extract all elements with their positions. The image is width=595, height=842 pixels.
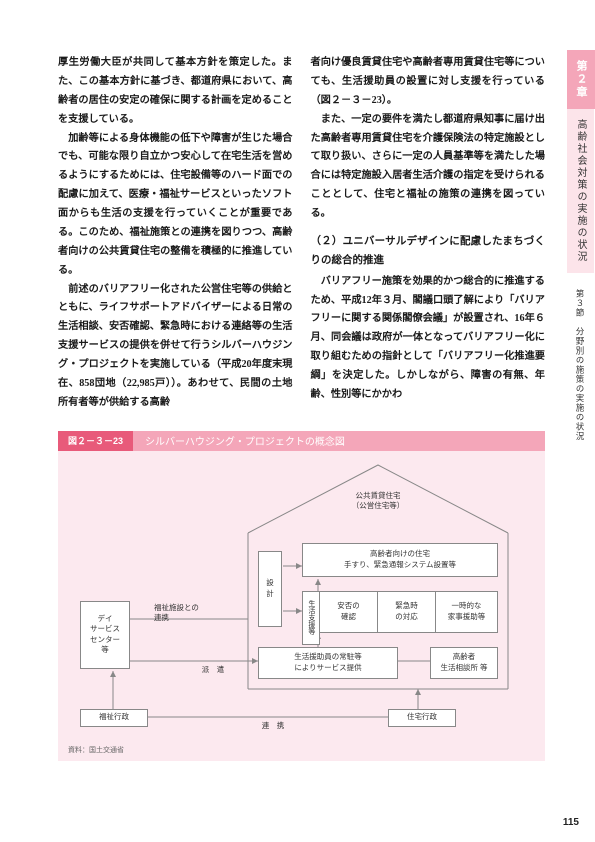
label-cooperation: 連 携 — [248, 721, 298, 732]
cell-anpi: 安否の 確認 — [320, 591, 378, 633]
subheading: （２）ユニバーサルデザインに配慮したまちづくりの総合的推進 — [311, 232, 546, 271]
page-number: 115 — [563, 817, 579, 828]
cell-housework: 一時的な 家事援助等 — [436, 591, 498, 633]
tab-section-1: 高齢社会対策の実施の状況 — [567, 109, 594, 273]
paragraph: 者向け優良賃貸住宅や高齢者専用賃貸住宅等についても、生活援助員の設置に対し支援を… — [311, 54, 546, 111]
label-welfare-link: 福祉施設との 連携 — [154, 603, 224, 624]
figure-body: 公共賃貸住宅 （公営住宅等） 高齢者向けの住宅 手すり、緊急通報システム設置等 … — [58, 451, 545, 761]
box-housing-admin: 住宅行政 — [388, 709, 456, 727]
box-design: 設 計 — [258, 551, 282, 627]
box-welfare-admin: 福祉行政 — [80, 709, 148, 727]
paragraph: バリアフリー施策を効果的かつ総合的に推進するため、平成12年３月、閣議口頭了解に… — [311, 273, 546, 405]
paragraph: また、一定の要件を満たし都道府県知事に届け出た高齢者専用賃貸住宅を介護保険法の特… — [311, 111, 546, 224]
box-staff: 生活援助員の常駐等 によりサービス提供 — [258, 647, 398, 679]
box-elderly-housing: 高齢者向けの住宅 手すり、緊急通報システム設置等 — [302, 543, 498, 577]
box-day-service: デイ サービス センター 等 — [80, 601, 130, 669]
figure-header: 図２－３－23 シルバーハウジング・プロジェクトの概念図 — [58, 431, 545, 451]
body-columns: 厚生労働大臣が共同して基本方針を策定した。また、この基本方針に基づき、都道府県に… — [58, 54, 545, 413]
figure-number: 図２－３－23 — [58, 431, 133, 451]
side-tabs: 第２章 高齢社会対策の実施の状況 第３節 分野別の施策の実施の状況 — [567, 50, 595, 451]
tab-chapter: 第２章 — [567, 50, 595, 109]
left-column: 厚生労働大臣が共同して基本方針を策定した。また、この基本方針に基づき、都道府県に… — [58, 54, 293, 413]
figure-2-3-23: 図２－３－23 シルバーハウジング・プロジェクトの概念図 — [58, 431, 545, 761]
paragraph: 前述のバリアフリー化された公営住宅等の供給とともに、ライフサポートアドバイザーに… — [58, 281, 293, 413]
tab-section-2: 第３節 分野別の施策の実施の状況 — [570, 279, 592, 451]
label-public-housing: 公共賃貸住宅 （公営住宅等） — [328, 491, 428, 512]
label-dispatch: 派 遣 — [188, 665, 238, 676]
box-consultation: 高齢者 生活相談所 等 — [430, 647, 498, 679]
figure-source: 資料：国土交通省 — [68, 745, 124, 755]
cell-emergency: 緊急時 の対応 — [378, 591, 436, 633]
page: 第２章 高齢社会対策の実施の状況 第３節 分野別の施策の実施の状況 厚生労働大臣… — [0, 0, 595, 842]
right-column: 者向け優良賃貸住宅や高齢者専用賃貸住宅等についても、生活援助員の設置に対し支援を… — [311, 54, 546, 413]
paragraph: 厚生労働大臣が共同して基本方針を策定した。また、この基本方針に基づき、都道府県に… — [58, 54, 293, 130]
paragraph: 加齢等による身体機能の低下や障害が生じた場合でも、可能な限り自立かつ安心して在宅… — [58, 130, 293, 281]
figure-title: シルバーハウジング・プロジェクトの概念図 — [133, 431, 545, 451]
box-life-support: 生活支援等 — [302, 591, 320, 645]
